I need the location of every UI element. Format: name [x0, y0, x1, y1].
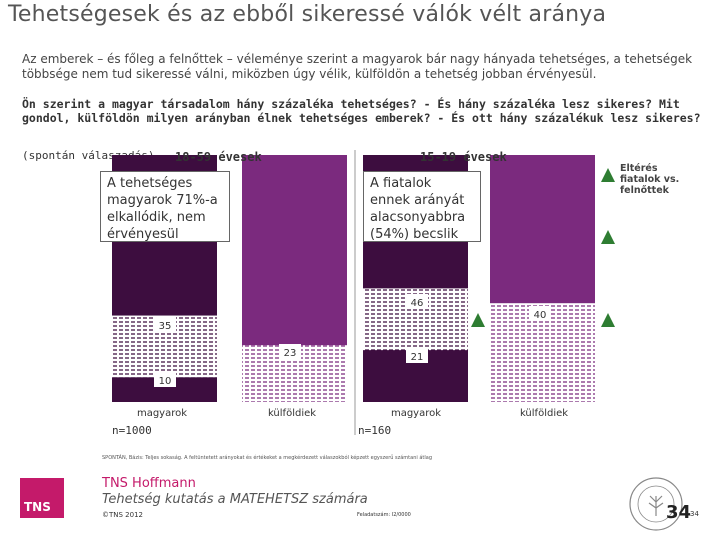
value-label-box	[154, 317, 176, 332]
tns-logo: TNS	[20, 478, 64, 518]
value-label-box	[529, 306, 551, 321]
logo-text: TNS	[24, 500, 51, 514]
value-label: 23	[284, 348, 297, 359]
value-label: 35	[159, 321, 172, 332]
page-number-small: 34	[690, 510, 699, 518]
subtitle: Az emberek – és főleg a felnőttek – véle…	[22, 52, 693, 81]
category-label: magyarok	[390, 408, 442, 419]
value-label: 40	[534, 310, 547, 321]
callout-youth: A fiatalok ennek arányát alacsonyabbra (…	[363, 171, 481, 242]
company-name: TNS Hoffmann	[102, 476, 196, 491]
value-label: 10	[159, 376, 172, 387]
difference-up-icon	[471, 313, 485, 327]
value-label-box	[279, 344, 301, 359]
legend-note: Eltérés fiatalok vs. felnőttek	[620, 163, 680, 196]
project-name: Tehetség kutatás a MATEHETSZ számára	[102, 492, 368, 507]
category-label: magyarok	[136, 408, 188, 419]
category-label: külföldiek	[519, 408, 569, 419]
survey-question: Ön szerint a magyar társadalom hány száz…	[22, 97, 701, 125]
sample-size-youth: n=160	[358, 424, 392, 437]
callout-adults: A tehetséges magyarok 71%-a elkallódik, …	[100, 171, 230, 242]
copyright: ©TNS 2012	[102, 511, 143, 519]
value-label: 46	[411, 298, 424, 309]
file-code: Feladatszám: I2/0000	[357, 512, 411, 518]
page-title: Tehetségesek és az ebből sikeressé válók…	[8, 2, 607, 27]
page-number: 34	[666, 502, 692, 523]
value-label-box	[406, 348, 428, 363]
group-title-adults: 18-59 évesek	[175, 150, 262, 164]
difference-up-icon	[601, 230, 615, 244]
category-label: külföldiek	[267, 408, 317, 419]
value-label-box	[154, 372, 176, 387]
value-label-box	[406, 294, 428, 309]
value-label: 21	[411, 352, 424, 363]
sample-size-adults: n=1000	[112, 424, 152, 437]
seal-icon	[629, 477, 683, 531]
difference-up-icon	[601, 168, 615, 182]
group-title-youth: 15-19 évesek	[420, 150, 507, 164]
source-note: SPONTÁN, Bázis: Teljes sokaság. A feltün…	[102, 455, 432, 461]
difference-up-icon	[601, 313, 615, 327]
